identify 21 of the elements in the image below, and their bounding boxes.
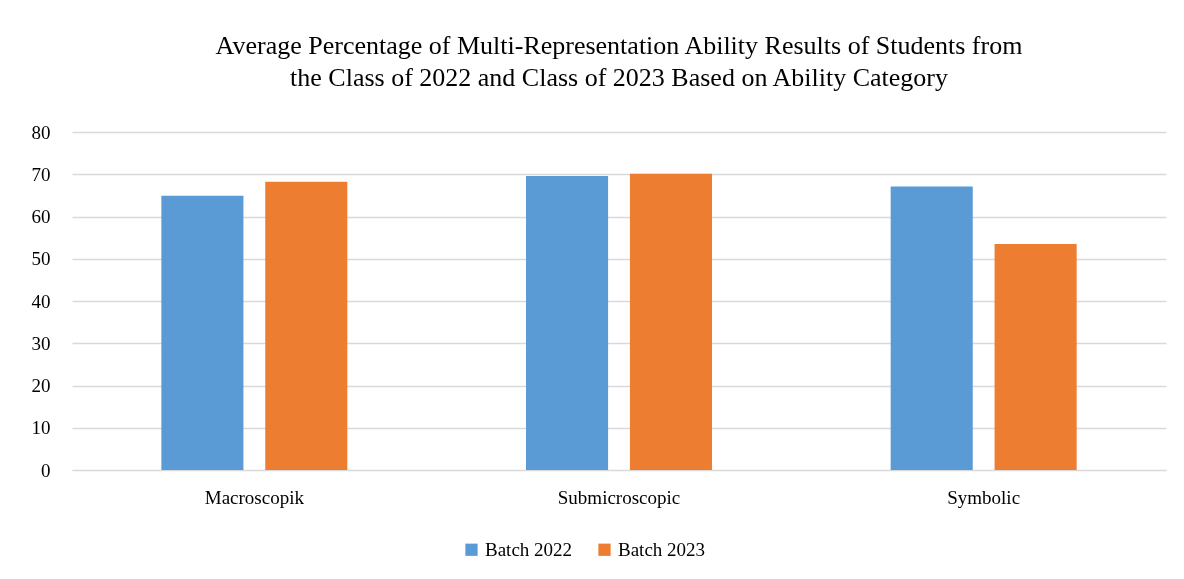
y-tick-label: 0: [41, 459, 51, 481]
bar: [890, 186, 973, 470]
bar: [629, 173, 712, 470]
x-tick-label: Macroscopik: [204, 486, 305, 508]
bar: [994, 243, 1077, 470]
legend-label: Batch 2022: [485, 538, 573, 560]
y-tick-label: 30: [31, 332, 51, 354]
bar: [526, 175, 609, 470]
legend-label: Batch 2023: [618, 538, 706, 560]
y-tick-label: 40: [31, 290, 51, 312]
chart-title: Average Percentage of Multi-Representation Ability Results of Students from the Class of 2022 and Class of 2023 Based on Ability Category: [215, 31, 1023, 92]
y-tick-label: 20: [31, 375, 51, 396]
x-tick-label: Symbolic: [947, 486, 1021, 508]
bar: [265, 181, 348, 470]
y-tick-label: 60: [31, 206, 51, 227]
y-tick-label: 10: [31, 417, 51, 439]
bar: [161, 195, 244, 470]
y-tick-label: 50: [31, 248, 51, 270]
y-tick-label: 80: [31, 121, 51, 143]
y-tick-label: 70: [31, 163, 51, 185]
x-tick-label: Submicroscopic: [557, 486, 681, 508]
